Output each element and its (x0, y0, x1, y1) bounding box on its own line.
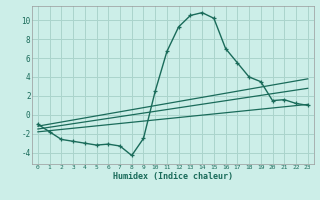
X-axis label: Humidex (Indice chaleur): Humidex (Indice chaleur) (113, 172, 233, 181)
